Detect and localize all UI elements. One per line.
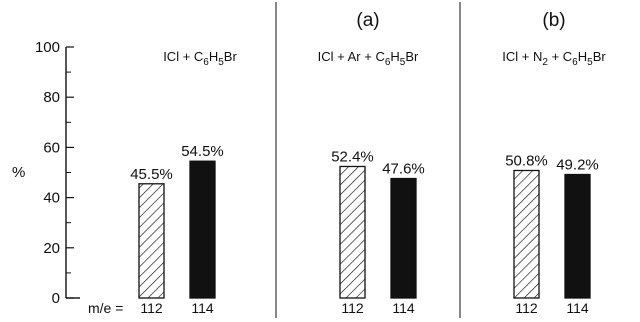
y-tick-label: 60 xyxy=(43,139,60,156)
panel-3: (b) ICl + N2 + C6H5Br 50.8% 112 49.2% 114 xyxy=(502,10,606,316)
category-label: 112 xyxy=(140,300,163,316)
category-label: 114 xyxy=(392,300,415,316)
bar-value-label: 52.4% xyxy=(331,148,374,165)
y-tick-label: 0 xyxy=(52,290,60,307)
panel-title: ICl + Ar + C6H5Br xyxy=(318,49,419,68)
y-axis-label: % xyxy=(12,164,25,181)
bar-value-label: 49.2% xyxy=(556,157,599,174)
bar-value-label: 45.5% xyxy=(130,166,173,183)
bar-112 xyxy=(513,169,540,299)
x-axis-prefix: m/e = xyxy=(88,300,123,316)
category-label: 112 xyxy=(341,300,364,316)
category-label: 114 xyxy=(566,300,589,316)
y-tick-label: 80 xyxy=(43,89,60,106)
y-tick-label: 40 xyxy=(43,190,60,207)
y-tick-label: 100 xyxy=(35,39,60,56)
bar-value-label: 54.5% xyxy=(181,143,224,160)
panel-title: ICl + C6H5Br xyxy=(163,49,237,68)
category-label: 114 xyxy=(191,300,214,316)
bar-114 xyxy=(390,177,417,299)
panel-title: ICl + N2 + C6H5Br xyxy=(502,49,606,68)
bar-112 xyxy=(138,183,165,299)
y-axis: 0 20 40 60 80 100 % xyxy=(12,39,74,307)
bar-112 xyxy=(339,165,366,299)
panel-tag: (b) xyxy=(542,10,565,31)
y-tick-label: 20 xyxy=(43,240,60,257)
bar-value-label: 50.8% xyxy=(505,152,548,169)
y-ticks: 0 20 40 60 80 100 xyxy=(35,39,74,307)
bar-114 xyxy=(564,173,591,299)
panel-tag: (a) xyxy=(356,10,379,31)
bar-114 xyxy=(189,160,216,299)
panel-2: (a) ICl + Ar + C6H5Br 52.4% 112 47.6% 114 xyxy=(318,10,425,316)
panel-1: ICl + C6H5Br 45.5% 112 54.5% 114 xyxy=(130,49,237,316)
panels: ICl + C6H5Br 45.5% 112 54.5% 114 (a) ICl + Ar … xyxy=(130,10,606,316)
bar-value-label: 47.6% xyxy=(382,161,425,178)
category-label: 112 xyxy=(515,300,538,316)
